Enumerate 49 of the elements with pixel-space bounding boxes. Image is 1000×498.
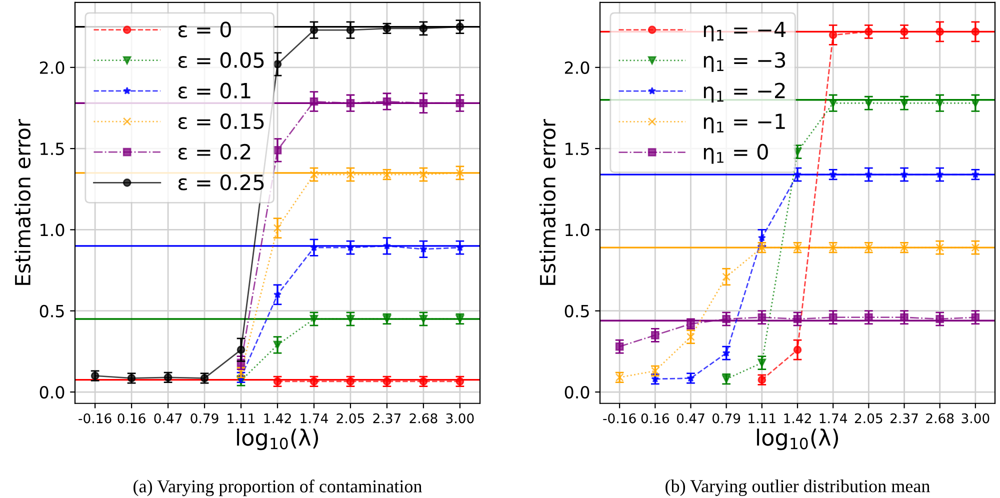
legend-label: ε = 0 <box>178 22 231 38</box>
x-tick-label: -0.16 <box>78 413 112 424</box>
y-tick-label: 0.5 <box>40 304 64 318</box>
x-tick-label: 2.37 <box>890 413 918 424</box>
x-tick-label: 0.79 <box>190 413 218 424</box>
y-tick-label: 0.0 <box>564 386 590 399</box>
text: (a) Varying proportion of contamination <box>134 480 422 496</box>
y-tick-label: 2.0 <box>564 61 590 74</box>
x-tick-label: 3.00 <box>962 413 990 424</box>
y-tick-label: 1.5 <box>40 142 64 156</box>
y-axis-title: Estimation error <box>539 118 556 285</box>
x-tick-label: 1.42 <box>784 413 811 424</box>
y-tick-label: 1.0 <box>40 224 64 236</box>
legend-label: η$_{1}$ = −2 <box>704 82 785 102</box>
x-tick-label: 0.16 <box>118 413 146 424</box>
x-tick-label: 1.11 <box>748 414 776 424</box>
y-tick-label: 1.5 <box>566 142 589 156</box>
x-tick-label: 0.16 <box>641 413 670 424</box>
x-axis-title: log$_{10}$(λ) <box>757 428 838 450</box>
x-tick-label: 2.37 <box>373 413 401 424</box>
x-tick-label: 0.79 <box>712 413 740 424</box>
legend-label: ε = 0.25 <box>178 174 264 190</box>
x-tick-label: 2.68 <box>410 413 438 424</box>
legend-label: ε = 0.1 <box>178 82 250 99</box>
legend-label: η$_{1}$ = −4 <box>704 22 786 42</box>
x-tick-label: 1.74 <box>300 414 328 424</box>
y-tick-label: 0.0 <box>40 386 64 399</box>
text: (b) Varying outlier distribution mean <box>666 480 930 496</box>
x-tick-label: 2.05 <box>336 413 364 424</box>
x-tick-label: 1.74 <box>820 414 848 424</box>
x-tick-label: 2.05 <box>854 413 882 424</box>
legend-label: ε = 0.05 <box>178 52 264 68</box>
x-tick-label: -0.16 <box>603 413 636 424</box>
x-axis-title: log$_{10}$(λ) <box>237 428 318 450</box>
x-tick-label: 0.47 <box>676 413 704 424</box>
y-tick-label: 1.0 <box>566 224 590 236</box>
legend-label: η$_{1}$ = 0 <box>704 144 768 164</box>
x-tick-label: 1.11 <box>228 414 254 424</box>
legend-label: η$_{1}$ = −3 <box>704 52 786 72</box>
legend-label: ε = 0.2 <box>178 144 250 160</box>
legend-label: ε = 0.15 <box>178 113 264 130</box>
x-tick-label: 1.42 <box>264 413 291 424</box>
x-tick-label: 2.68 <box>926 413 954 424</box>
y-tick-label: 0.5 <box>564 304 589 318</box>
x-tick-label: 3.00 <box>446 413 474 424</box>
y-axis-title: Estimation error <box>14 118 31 285</box>
legend-label: η$_{1}$ = −1 <box>704 114 785 134</box>
y-tick-label: 2.0 <box>40 61 64 74</box>
x-tick-label: 0.47 <box>154 413 182 424</box>
